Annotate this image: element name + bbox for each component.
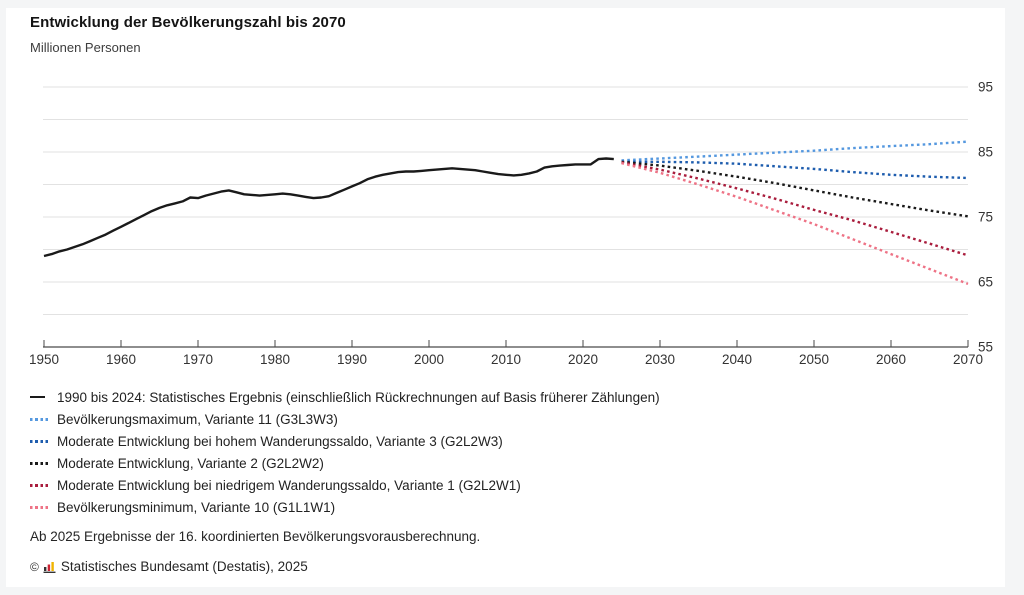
legend-item-label: Bevölkerungsminimum, Variante 10 (G1L1W1… (57, 499, 336, 515)
dotted-line-swatch-icon (30, 461, 49, 465)
page-title: Entwicklung der Bevölkerungszahl bis 207… (30, 14, 346, 31)
dotted-line-swatch-icon (30, 439, 49, 443)
chart-card (6, 8, 1005, 587)
page-subtitle: Millionen Personen (30, 40, 141, 55)
dotted-line-swatch-icon (30, 505, 49, 509)
logo-bar (51, 561, 54, 571)
legend-item: Bevölkerungsmaximum, Variante 11 (G3L3W3… (30, 408, 970, 430)
copyright-icon: © (30, 559, 39, 574)
chart-legend: 1990 bis 2024: Statistisches Ergebnis (e… (30, 386, 970, 518)
logo-bar (47, 564, 50, 571)
legend-item: Moderate Entwicklung, Variante 2 (G2L2W2… (30, 452, 970, 474)
logo-bar (43, 566, 47, 571)
legend-item: Moderate Entwicklung bei hohem Wanderung… (30, 430, 970, 452)
dotted-line-swatch-icon (30, 483, 49, 487)
legend-item-label: Moderate Entwicklung bei niedrigem Wande… (57, 477, 521, 493)
legend-item: Moderate Entwicklung bei niedrigem Wande… (30, 474, 970, 496)
legend-item: 1990 bis 2024: Statistisches Ergebnis (e… (30, 386, 970, 408)
footnote: Ab 2025 Ergebnisse der 16. koordinierten… (30, 529, 481, 544)
legend-item-label: 1990 bis 2024: Statistisches Ergebnis (e… (57, 389, 660, 405)
logo-baseline (43, 571, 56, 573)
legend-item-label: Bevölkerungsmaximum, Variante 11 (G3L3W3… (57, 411, 338, 427)
legend-item: Bevölkerungsminimum, Variante 10 (G1L1W1… (30, 496, 970, 518)
solid-line-swatch-icon (30, 395, 45, 399)
source-line: © Statistisches Bundesamt (Destatis), 20… (30, 559, 308, 574)
dotted-line-swatch-icon (30, 417, 49, 421)
legend-item-label: Moderate Entwicklung bei hohem Wanderung… (57, 433, 503, 449)
source-label: Statistisches Bundesamt (Destatis), 2025 (60, 559, 308, 574)
legend-item-label: Moderate Entwicklung, Variante 2 (G2L2W2… (57, 455, 324, 471)
destatis-bars-icon (43, 561, 56, 573)
